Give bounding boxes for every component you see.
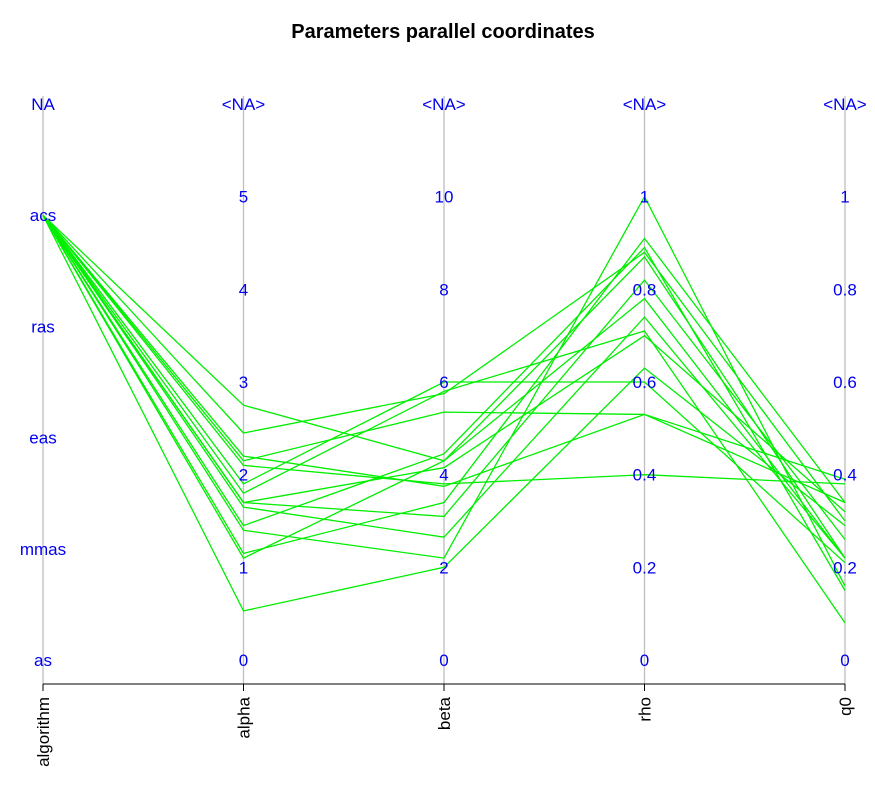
chart-title: Parameters parallel coordinates xyxy=(291,21,594,43)
data-line-12 xyxy=(42,214,846,591)
tick-label-q0-1: 0.2 xyxy=(833,558,857,577)
data-line-8 xyxy=(42,214,846,540)
tick-label-q0-3: 0.6 xyxy=(833,373,857,392)
axis-name-algorithm: algorithm xyxy=(34,697,53,767)
baseline-axis: algorithm alpha beta rho q0 xyxy=(34,683,855,767)
data-line-2 xyxy=(42,214,846,504)
tick-label-beta-4: 8 xyxy=(439,280,448,299)
tick-label-beta-2: 4 xyxy=(439,466,448,485)
data-line-0 xyxy=(42,214,846,487)
tick-label-algorithm-3: ras xyxy=(31,317,55,336)
tick-labels-layer: asmmaseasrasacsNA012345<NA>0246810<NA>00… xyxy=(20,95,867,670)
tick-label-q0-4: 0.8 xyxy=(833,280,857,299)
tick-label-algorithm-0: as xyxy=(34,651,52,670)
tick-label-rho-0: 0 xyxy=(640,651,649,670)
data-line-13 xyxy=(42,214,846,624)
tick-label-alpha-0: 0 xyxy=(239,651,248,670)
data-lines-layer xyxy=(42,195,846,624)
tick-label-alpha-2: 2 xyxy=(239,466,248,485)
tick-label-algorithm-4: acs xyxy=(30,206,56,225)
tick-label-alpha-4: 4 xyxy=(239,280,248,299)
axis-name-rho: rho xyxy=(636,697,655,722)
tick-label-q0-2: 0.4 xyxy=(833,466,857,485)
tick-label-algorithm-5: NA xyxy=(31,95,55,114)
axis-name-q0: q0 xyxy=(836,697,855,716)
data-line-9 xyxy=(42,214,846,559)
tick-label-rho-3: 0.6 xyxy=(633,373,657,392)
tick-label-beta-3: 6 xyxy=(439,373,448,392)
axis-name-alpha: alpha xyxy=(235,696,254,738)
tick-label-rho-1: 0.2 xyxy=(633,558,657,577)
tick-label-algorithm-1: mmas xyxy=(20,540,66,559)
axes-layer xyxy=(42,96,846,684)
tick-label-alpha-3: 3 xyxy=(239,373,248,392)
tick-label-beta-6: <NA> xyxy=(422,95,466,114)
data-line-10 xyxy=(42,214,846,564)
tick-label-rho-2: 0.4 xyxy=(633,466,657,485)
tick-label-beta-0: 0 xyxy=(439,651,448,670)
tick-label-rho-4: 0.8 xyxy=(633,280,657,299)
axis-name-beta: beta xyxy=(435,696,454,730)
data-line-11 xyxy=(42,195,846,587)
tick-label-alpha-6: <NA> xyxy=(222,95,266,114)
data-line-14 xyxy=(42,214,846,559)
tick-label-q0-5: 1 xyxy=(840,188,849,207)
tick-label-q0-0: 0 xyxy=(840,651,849,670)
tick-label-q0-6: <NA> xyxy=(823,95,867,114)
tick-label-alpha-1: 1 xyxy=(239,558,248,577)
data-line-1 xyxy=(42,214,846,485)
tick-label-beta-5: 10 xyxy=(435,188,454,207)
tick-label-alpha-5: 5 xyxy=(239,188,248,207)
data-line-3 xyxy=(42,214,846,522)
tick-label-rho-6: <NA> xyxy=(623,95,667,114)
tick-label-rho-5: 1 xyxy=(640,188,649,207)
tick-label-beta-1: 2 xyxy=(439,558,448,577)
tick-label-algorithm-2: eas xyxy=(29,429,56,448)
data-line-7 xyxy=(42,214,846,612)
